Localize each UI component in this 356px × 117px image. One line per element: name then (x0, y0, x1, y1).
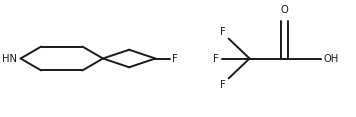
Text: HN: HN (2, 53, 17, 64)
Text: F: F (172, 53, 178, 64)
Text: OH: OH (324, 53, 339, 64)
Text: F: F (213, 53, 219, 64)
Text: F: F (220, 80, 226, 90)
Text: O: O (281, 5, 288, 15)
Text: F: F (220, 27, 226, 37)
